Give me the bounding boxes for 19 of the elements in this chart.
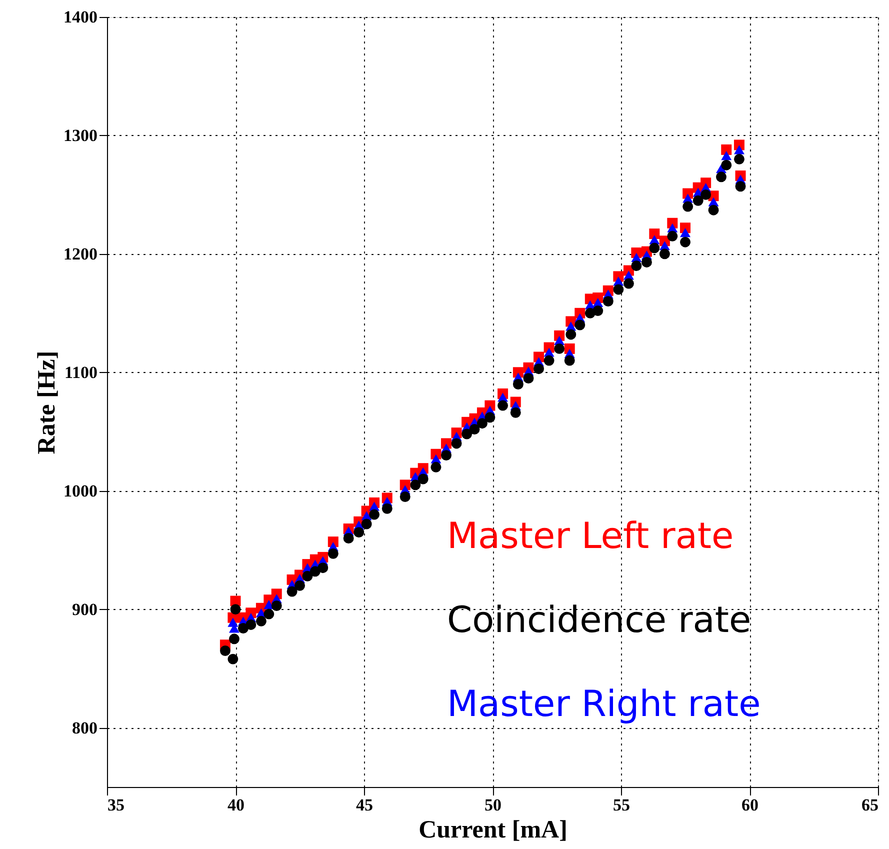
x-tick-label: 35 (108, 796, 124, 814)
y-tick-label: 800 (72, 718, 98, 738)
series-label: Master Left rate (447, 516, 734, 557)
x-tick-label: 50 (484, 796, 502, 814)
y-tick-label: 900 (72, 600, 98, 619)
text: Coincidence rate (447, 600, 752, 641)
text: Master Right rate (447, 684, 761, 725)
y-tick-label: 1200 (64, 244, 98, 264)
x-axis-title: Current [mA] (418, 816, 568, 844)
x-tick-label: 65 (862, 796, 878, 814)
x-tick-label: 55 (613, 796, 630, 814)
y-tick-label: 1100 (64, 362, 98, 382)
y-tick-label: 1000 (64, 481, 98, 500)
x-tick-label: 60 (742, 796, 758, 814)
x-tick-label: 40 (228, 796, 244, 814)
y-axis-title: Rate [Hz] (34, 350, 60, 454)
x-tick-label: 45 (356, 796, 373, 814)
y-tick-label: 1400 (64, 8, 98, 26)
y-tick-label: 1300 (64, 126, 98, 145)
